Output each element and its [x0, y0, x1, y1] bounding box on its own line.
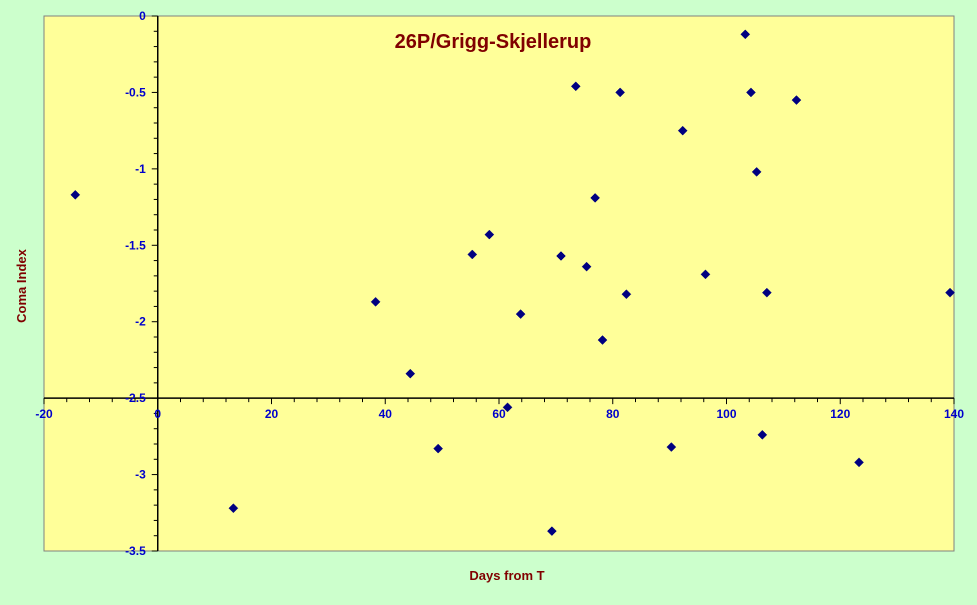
x-tick-label: 100 — [716, 407, 736, 421]
x-tick-label: 80 — [606, 407, 620, 421]
data-point — [502, 402, 513, 413]
y-tick-label: 0 — [139, 9, 146, 23]
data-point — [570, 81, 581, 92]
data-point — [757, 429, 768, 440]
data-point — [740, 29, 751, 40]
data-point — [751, 167, 762, 177]
data-point — [746, 87, 756, 98]
data-point — [228, 503, 239, 514]
data-point — [791, 95, 802, 105]
data-point — [70, 189, 81, 200]
y-axis-title: Coma Index — [14, 248, 29, 322]
data-point — [854, 457, 864, 468]
data-point — [677, 125, 688, 136]
y-tick-label: -3.5 — [125, 544, 146, 558]
x-tick-labels: -20 0 20 40 60 80 100 120 140 — [35, 407, 964, 421]
data-point — [370, 296, 381, 307]
chart-title: 26P/Grigg-Skjellerup — [395, 31, 592, 53]
y-tick-label: -1 — [135, 162, 146, 176]
x-axis-title: Days from T — [469, 568, 544, 583]
data-point — [615, 87, 625, 98]
data-point — [666, 442, 677, 452]
plot-area — [43, 15, 955, 552]
y-tick-label: -0.5 — [125, 85, 146, 99]
y-tick-label: -1.5 — [125, 238, 146, 252]
data-points — [70, 29, 955, 536]
y-tick-label: -2.5 — [125, 391, 146, 405]
data-point — [484, 229, 495, 240]
data-point — [433, 443, 443, 454]
data-point — [581, 261, 592, 272]
x-tick-label: -20 — [35, 407, 53, 421]
x-tick-label: 20 — [265, 407, 279, 421]
data-point — [405, 368, 416, 379]
data-point — [547, 526, 557, 536]
data-point — [597, 335, 608, 345]
x-tick-label: 140 — [944, 407, 964, 421]
x-tick-label: 60 — [492, 407, 506, 421]
data-point — [621, 289, 632, 300]
y-tick-label: -3 — [135, 468, 146, 482]
data-point — [700, 269, 711, 280]
data-point — [467, 249, 478, 260]
y-tick-labels: 0 -0.5 -1 -1.5 -2 -2.5 -3 -3.5 — [125, 9, 146, 558]
data-point — [556, 251, 566, 261]
data-point — [590, 193, 600, 203]
y-tick-label: -2 — [135, 315, 146, 329]
data-point — [515, 309, 526, 319]
data-point — [945, 287, 955, 298]
x-tick-label: 0 — [154, 407, 161, 421]
data-point — [762, 287, 772, 298]
x-tick-label: 120 — [830, 407, 850, 421]
x-tick-label: 40 — [379, 407, 393, 421]
